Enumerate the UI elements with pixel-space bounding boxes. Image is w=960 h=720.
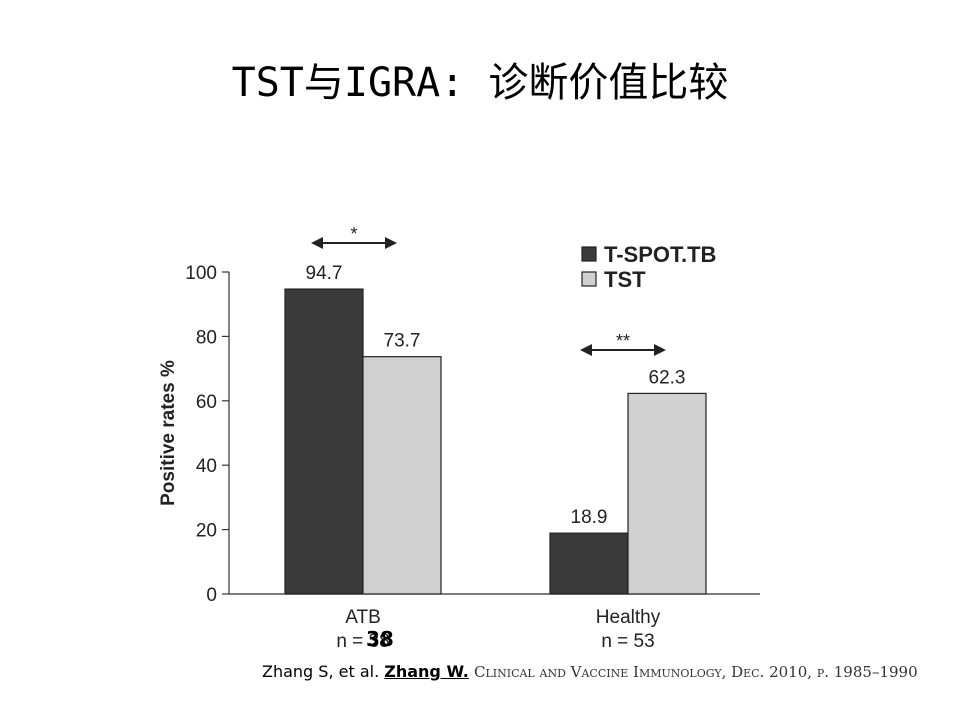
y-tick-label: 0 xyxy=(206,585,217,606)
arrow-head-left xyxy=(580,344,592,356)
x-category-n: n = 38 xyxy=(336,631,389,652)
data-label: 62.3 xyxy=(649,367,686,388)
page-title: TST与IGRA: 诊断价值比较 xyxy=(231,60,729,106)
y-tick-label: 40 xyxy=(196,456,217,477)
bar-t-spot-tb-atb xyxy=(284,288,364,595)
x-category-n: n = 53 xyxy=(601,631,654,652)
legend-swatch-t-spot-tb xyxy=(581,246,597,262)
significance-label: ** xyxy=(616,331,630,351)
citation-authors: Zhang S, et al. xyxy=(262,662,380,681)
arrow-head-right xyxy=(654,344,666,356)
data-label: 73.7 xyxy=(384,331,421,352)
legend-label: TST xyxy=(604,267,646,292)
y-tick-label: 100 xyxy=(185,263,217,284)
bar-tst-healthy xyxy=(627,392,707,595)
bar-tst-atb xyxy=(362,356,442,595)
citation-journal: Clinical and Vaccine Immunology, Dec. 20… xyxy=(473,663,918,681)
y-tick-label: 20 xyxy=(196,521,217,542)
x-category-label: Healthy xyxy=(596,607,661,628)
slide-number-overlay: 38 xyxy=(366,627,394,651)
bar-t-spot-tb-healthy xyxy=(549,532,629,595)
arrow-head-left xyxy=(311,237,323,249)
y-axis-label: Positive rates % xyxy=(158,360,179,506)
citation-highlight: Zhang W. xyxy=(384,662,469,681)
data-label: 18.9 xyxy=(571,507,608,528)
legend-swatch-tst xyxy=(581,271,597,287)
legend-label: T-SPOT.TB xyxy=(604,242,716,267)
data-label: 94.7 xyxy=(306,263,343,284)
x-category-label: ATB xyxy=(345,607,381,628)
significance-label: * xyxy=(350,224,357,244)
citation: Zhang S, et al. Zhang W. Clinical and Va… xyxy=(262,662,918,681)
y-tick-label: 80 xyxy=(196,327,217,348)
y-tick-label: 60 xyxy=(196,392,217,413)
arrow-head-right xyxy=(385,237,397,249)
